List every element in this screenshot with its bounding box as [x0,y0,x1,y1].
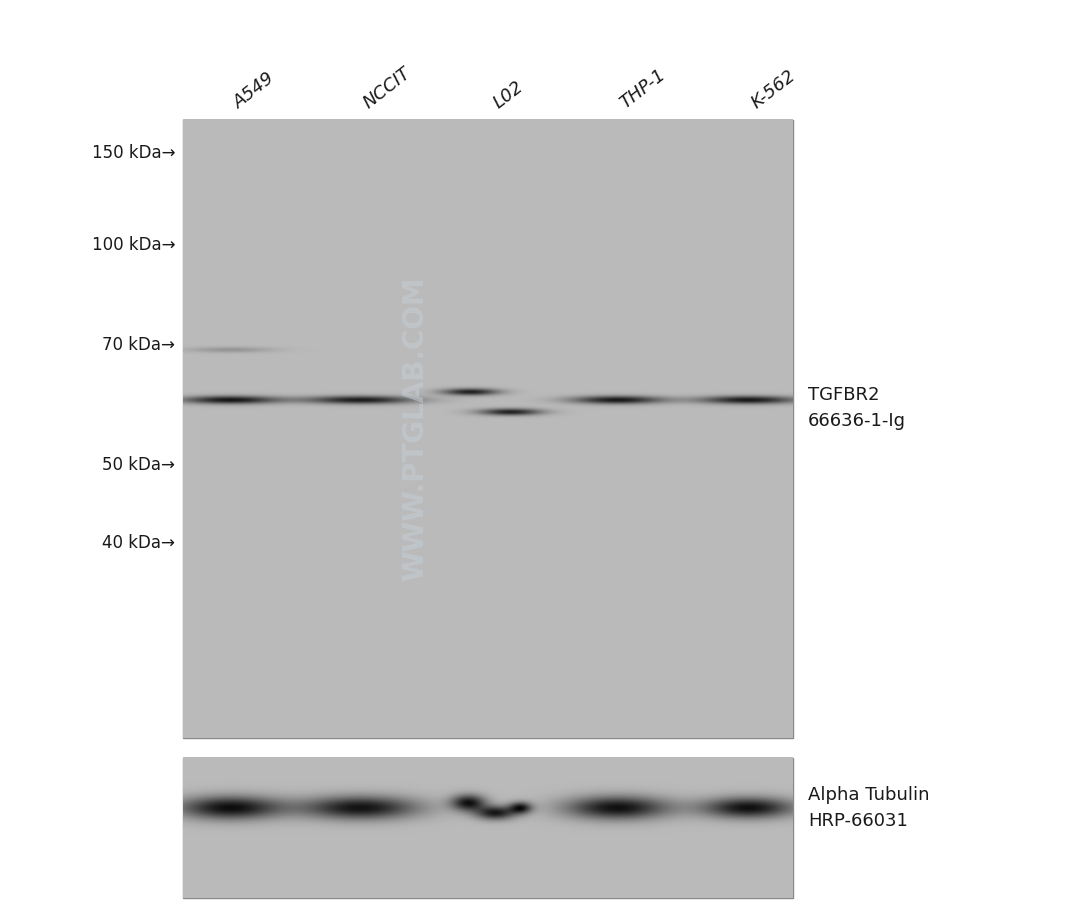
Text: 50 kDa→: 50 kDa→ [102,456,175,474]
Text: 100 kDa→: 100 kDa→ [91,236,175,254]
Bar [183,120,793,738]
Text: THP-1: THP-1 [617,65,669,112]
Text: TGFBR2
66636-1-Ig: TGFBR2 66636-1-Ig [808,386,906,430]
Text: Alpha Tubulin
HRP-66031: Alpha Tubulin HRP-66031 [808,786,930,830]
Text: K-562: K-562 [748,66,799,112]
Text: 70 kDa→: 70 kDa→ [102,336,175,354]
Text: NCCIT: NCCIT [360,64,414,112]
Text: 40 kDa→: 40 kDa→ [102,534,175,552]
Bar [183,758,793,898]
Text: A549: A549 [230,69,278,112]
Text: L02: L02 [491,77,527,112]
Text: WWW.PTGLAB.COM: WWW.PTGLAB.COM [401,276,428,581]
Text: 150 kDa→: 150 kDa→ [91,144,175,162]
